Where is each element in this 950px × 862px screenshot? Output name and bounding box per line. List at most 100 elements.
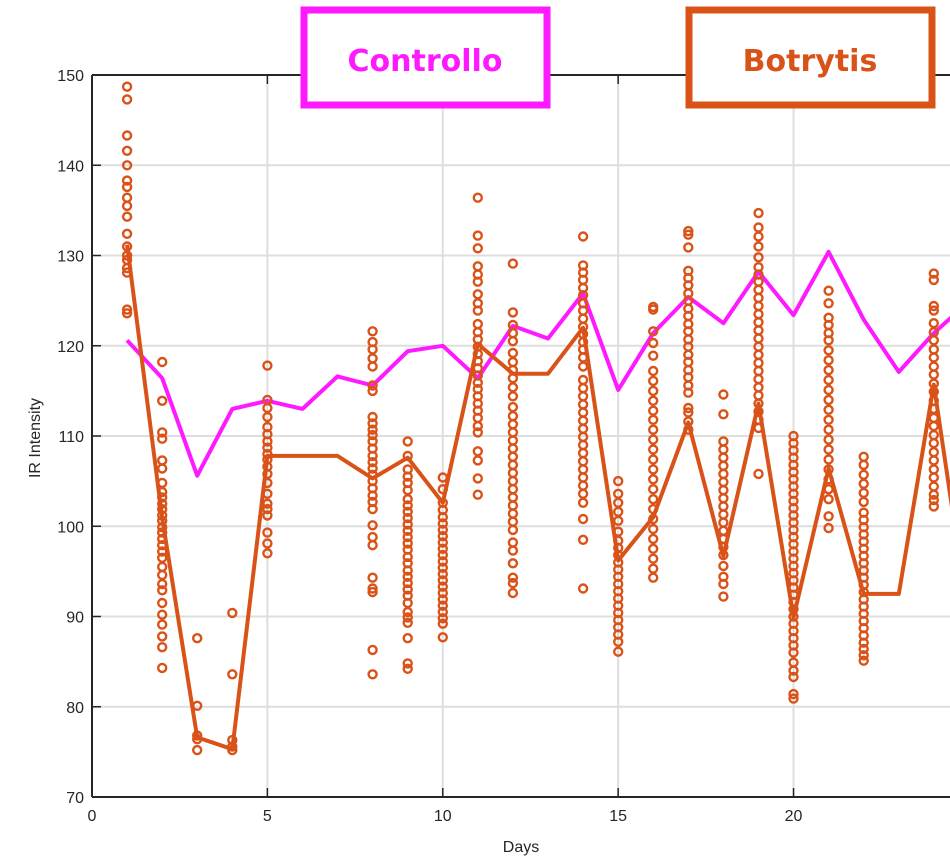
botrytis-point [156,569,168,581]
botrytis-point [648,464,659,475]
botrytis-point [156,527,168,538]
y-tick-label: 130 [57,249,84,266]
botrytis-point [507,401,519,413]
botrytis-point [367,520,378,531]
botrytis-point [402,500,413,511]
botrytis-point [437,537,448,548]
botrytis-point [718,452,729,463]
botrytis-point [648,563,659,574]
botrytis-point [507,391,519,402]
botrytis-point [788,688,799,700]
botrytis-point [507,508,519,519]
botrytis-point [823,414,834,425]
botrytis-point [367,450,378,462]
botrytis-point [577,361,589,372]
botrytis-point [823,434,834,445]
botrytis-point [577,374,589,386]
botrytis-point [788,671,799,683]
botrytis-point [823,384,834,396]
botrytis-point [507,492,519,503]
botrytis-point [648,385,659,397]
botrytis-point [437,562,448,573]
botrytis-point [648,350,659,361]
botrytis-point [156,492,168,503]
botrytis-point [788,647,799,658]
botrytis-point [402,450,413,462]
legend-box-botrytis [685,6,936,109]
botrytis-point [613,475,624,487]
botrytis-point [648,533,659,545]
botrytis-point [402,584,413,595]
botrytis-point [928,369,939,380]
botrytis-point [437,543,448,554]
botrytis-point [367,503,378,515]
botrytis-point [156,546,168,557]
botrytis-point [858,650,869,661]
botrytis-point [367,380,378,391]
botrytis-point [788,693,799,704]
botrytis-point [507,382,519,393]
botrytis-point [613,636,624,647]
botrytis-point [121,145,133,157]
botrytis-point [613,646,624,657]
botrytis-point [718,493,729,504]
botrytis-point [472,230,483,241]
botrytis-point [648,444,659,455]
botrytis-point [928,335,939,346]
botrytis-point [683,424,694,435]
botrytis-point [823,444,834,455]
botrytis-point [577,407,589,418]
botrytis-point [472,427,483,438]
botrytis-point [156,395,168,406]
botrytis-point [753,231,764,242]
botrytis-point [858,637,869,648]
botrytis-point [367,385,378,397]
botrytis-point [823,484,834,495]
botrytis-point [577,415,589,426]
botrytis-point [507,572,519,583]
botrytis-point [648,494,659,505]
botrytis-point [928,455,939,466]
botrytis-point [437,587,448,599]
botrytis-point [227,734,238,746]
botrytis-point [683,402,694,414]
botrytis-point [262,360,273,371]
botrytis-point [648,304,659,315]
botrytis-point [753,309,764,320]
botrytis-point [437,568,448,580]
botrytis-point [858,487,869,499]
botrytis-point [507,467,519,479]
botrytis-point [402,612,413,623]
botrytis-point [156,510,168,521]
legend-label-controllo: Controllo [348,44,503,79]
botrytis-point [648,326,659,337]
y-tick-labels: 70 80 90 100 110 120 130 140 150 [57,68,84,807]
botrytis-point [753,317,764,328]
botrytis-point [507,577,519,589]
botrytis-point [156,427,168,438]
botrytis-point [156,356,168,368]
botrytis-point [121,94,133,105]
botrytis-point [507,258,519,269]
botrytis-point [472,318,483,330]
botrytis-point [753,373,764,385]
botrytis-point [121,181,133,193]
y-tick-label: 80 [66,700,84,717]
botrytis-point [472,305,483,316]
botrytis-point [683,225,694,237]
botrytis-point [367,326,378,337]
botrytis-point [753,333,764,344]
botrytis-point [577,313,589,324]
botrytis-point [683,387,694,398]
botrytis-point [156,631,168,642]
botrytis-point [402,663,413,674]
botrytis-point [156,540,168,551]
botrytis-point [156,433,168,444]
botrytis-point [156,498,168,509]
botrytis-point [577,447,589,459]
botrytis-point [507,537,519,548]
botrytis-point [823,511,834,522]
botrytis-point [121,211,133,222]
botrytis-point [402,538,413,549]
botrytis-point [858,478,869,489]
